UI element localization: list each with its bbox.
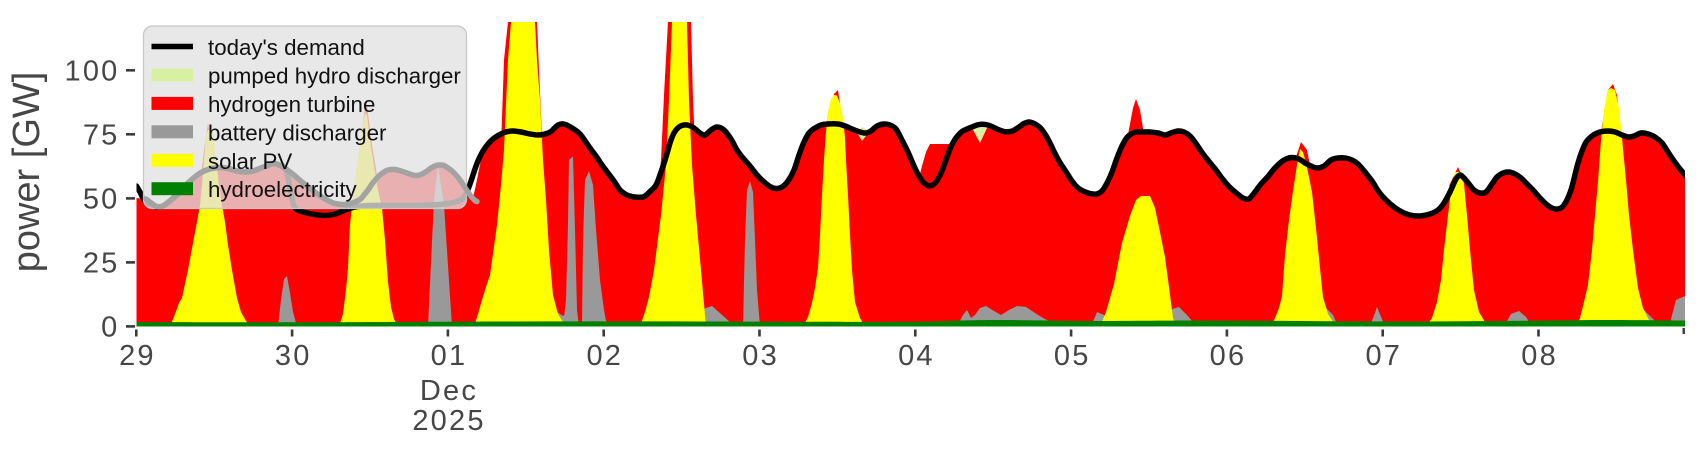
svg-text:hydroelectricity: hydroelectricity (208, 177, 358, 202)
svg-text:pumped hydro discharger: pumped hydro discharger (208, 64, 461, 89)
svg-text:06: 06 (1210, 340, 1247, 372)
svg-text:50: 50 (83, 183, 120, 215)
svg-text:today's demand: today's demand (208, 35, 365, 60)
svg-text:07: 07 (1365, 340, 1402, 372)
svg-text:2025: 2025 (412, 405, 485, 437)
svg-text:01: 01 (431, 340, 468, 372)
svg-text:25: 25 (83, 247, 120, 279)
svg-text:05: 05 (1054, 340, 1091, 372)
svg-text:100: 100 (65, 55, 120, 87)
svg-text:29: 29 (119, 340, 156, 372)
svg-text:08: 08 (1521, 340, 1558, 372)
svg-text:02: 02 (586, 340, 623, 372)
svg-text:battery discharger: battery discharger (208, 120, 387, 145)
svg-text:75: 75 (83, 119, 120, 151)
svg-text:hydrogen turbine: hydrogen turbine (208, 92, 375, 117)
svg-text:03: 03 (742, 340, 779, 372)
svg-text:power [GW]: power [GW] (6, 72, 48, 273)
svg-text:30: 30 (275, 340, 312, 372)
svg-text:04: 04 (898, 340, 935, 372)
svg-text:solar PV: solar PV (208, 149, 292, 174)
svg-text:0: 0 (101, 311, 119, 343)
svg-text:Dec: Dec (420, 375, 478, 407)
